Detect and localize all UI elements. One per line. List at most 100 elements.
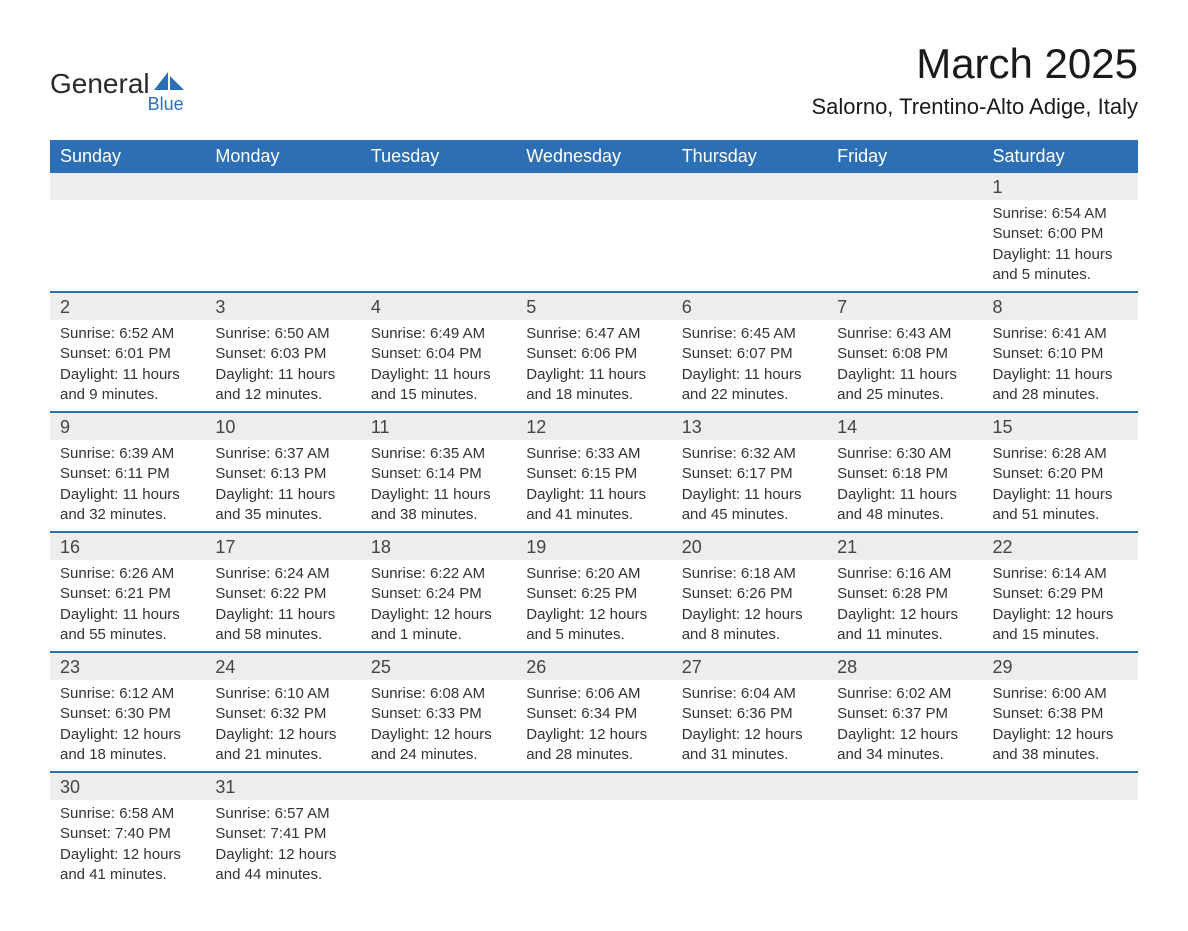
day-content: Sunrise: 6:24 AMSunset: 6:22 PMDaylight:… <box>205 560 360 651</box>
day-content: Sunrise: 6:22 AMSunset: 6:24 PMDaylight:… <box>361 560 516 651</box>
day-number: 13 <box>672 413 827 440</box>
calendar-table: SundayMondayTuesdayWednesdayThursdayFrid… <box>50 140 1138 891</box>
sunset-text: Sunset: 6:29 PM <box>993 584 1128 604</box>
sunrise-text: Sunrise: 6:00 AM <box>993 684 1128 704</box>
daylight-text: Daylight: 11 hours and 35 minutes. <box>215 485 350 526</box>
day-number: 3 <box>205 293 360 320</box>
day-number: 2 <box>50 293 205 320</box>
sunrise-text: Sunrise: 6:52 AM <box>60 324 195 344</box>
sunrise-text: Sunrise: 6:43 AM <box>837 324 972 344</box>
day-content <box>983 800 1138 880</box>
sunset-text: Sunset: 6:21 PM <box>60 584 195 604</box>
sunset-text: Sunset: 6:36 PM <box>682 704 817 724</box>
sunrise-text: Sunrise: 6:12 AM <box>60 684 195 704</box>
sunset-text: Sunset: 6:24 PM <box>371 584 506 604</box>
calendar-cell <box>361 772 516 891</box>
day-content: Sunrise: 6:45 AMSunset: 6:07 PMDaylight:… <box>672 320 827 411</box>
daylight-text: Daylight: 12 hours and 28 minutes. <box>526 725 661 766</box>
daylight-text: Daylight: 11 hours and 28 minutes. <box>993 365 1128 406</box>
day-number: 20 <box>672 533 827 560</box>
day-number: 31 <box>205 773 360 800</box>
sunset-text: Sunset: 6:38 PM <box>993 704 1128 724</box>
sunset-text: Sunset: 6:34 PM <box>526 704 661 724</box>
sunset-text: Sunset: 6:17 PM <box>682 464 817 484</box>
calendar-cell <box>205 173 360 292</box>
day-header: Saturday <box>983 140 1138 173</box>
calendar-cell: 10Sunrise: 6:37 AMSunset: 6:13 PMDayligh… <box>205 412 360 532</box>
sunset-text: Sunset: 6:18 PM <box>837 464 972 484</box>
sunset-text: Sunset: 6:10 PM <box>993 344 1128 364</box>
day-number: 15 <box>983 413 1138 440</box>
daylight-text: Daylight: 11 hours and 38 minutes. <box>371 485 506 526</box>
calendar-week-row: 2 Sunrise: 6:52 AMSunset: 6:01 PM Daylight… <box>50 292 1138 412</box>
calendar-week-row: 9Sunrise: 6:39 AMSunset: 6:11 PMDaylight… <box>50 412 1138 532</box>
day-content: Sunrise: 6:20 AMSunset: 6:25 PMDaylight:… <box>516 560 671 651</box>
day-header: Sunday <box>50 140 205 173</box>
month-title: March 2025 <box>811 40 1138 88</box>
day-header: Friday <box>827 140 982 173</box>
title-block: March 2025 Salorno, Trentino-Alto Adige,… <box>811 40 1138 120</box>
daylight-text: Daylight: 11 hours and 32 minutes. <box>60 485 195 526</box>
calendar-cell: 24Sunrise: 6:10 AMSunset: 6:32 PMDayligh… <box>205 652 360 772</box>
day-content: Sunrise: 6:26 AMSunset: 6:21 PMDaylight:… <box>50 560 205 651</box>
day-content: Sunrise: 6:33 AMSunset: 6:15 PMDaylight:… <box>516 440 671 531</box>
day-number: 5 <box>516 293 671 320</box>
day-content: Sunrise: 6:14 AMSunset: 6:29 PMDaylight:… <box>983 560 1138 651</box>
calendar-cell: 13Sunrise: 6:32 AMSunset: 6:17 PMDayligh… <box>672 412 827 532</box>
logo: General <box>50 40 184 98</box>
calendar-cell: 4Sunrise: 6:49 AMSunset: 6:04 PMDaylight… <box>361 292 516 412</box>
day-number: 10 <box>205 413 360 440</box>
daylight-text: Daylight: 12 hours and 18 minutes. <box>60 725 195 766</box>
day-number: 27 <box>672 653 827 680</box>
daylight-text: Daylight: 12 hours and 15 minutes. <box>993 605 1128 646</box>
sunrise-text: Sunrise: 6:33 AM <box>526 444 661 464</box>
day-content: Sunrise: 6:08 AMSunset: 6:33 PMDaylight:… <box>361 680 516 771</box>
daylight-text: Daylight: 11 hours and 25 minutes. <box>837 365 972 406</box>
sunrise-text: Sunrise: 6:58 AM <box>60 804 195 824</box>
calendar-cell: 23Sunrise: 6:12 AMSunset: 6:30 PMDayligh… <box>50 652 205 772</box>
sunrise-text: Sunrise: 6:26 AM <box>60 564 195 584</box>
sunset-text: Sunset: 6:30 PM <box>60 704 195 724</box>
day-content: Sunrise: 6:49 AMSunset: 6:04 PMDaylight:… <box>361 320 516 411</box>
day-content: Sunrise: 6:43 AMSunset: 6:08 PMDaylight:… <box>827 320 982 411</box>
sunset-text: Sunset: 6:11 PM <box>60 464 195 484</box>
calendar-cell <box>827 173 982 292</box>
day-number: 21 <box>827 533 982 560</box>
calendar-cell: 28Sunrise: 6:02 AMSunset: 6:37 PMDayligh… <box>827 652 982 772</box>
calendar-cell <box>672 772 827 891</box>
calendar-cell: 8 Sunrise: 6:41 AMSunset: 6:10 PMDaylight… <box>983 292 1138 412</box>
sunrise-text: Sunrise: 6:20 AM <box>526 564 661 584</box>
calendar-cell: 18Sunrise: 6:22 AMSunset: 6:24 PMDayligh… <box>361 532 516 652</box>
calendar-cell: 29Sunrise: 6:00 AMSunset: 6:38 PMDayligh… <box>983 652 1138 772</box>
calendar-cell: 19Sunrise: 6:20 AMSunset: 6:25 PMDayligh… <box>516 532 671 652</box>
day-content: Sunrise: 6:37 AMSunset: 6:13 PMDaylight:… <box>205 440 360 531</box>
sunset-text: Sunset: 6:33 PM <box>371 704 506 724</box>
daylight-text: Daylight: 12 hours and 24 minutes. <box>371 725 506 766</box>
sunset-text: Sunset: 6:04 PM <box>371 344 506 364</box>
sunrise-text: Sunrise: 6:45 AM <box>682 324 817 344</box>
day-number: 9 <box>50 413 205 440</box>
day-content <box>361 200 516 280</box>
calendar-cell: 1Sunrise: 6:54 AMSunset: 6:00 PMDaylight… <box>983 173 1138 292</box>
sunset-text: Sunset: 6:20 PM <box>993 464 1128 484</box>
sunrise-text: Sunrise: 6:41 AM <box>993 324 1128 344</box>
calendar-cell: 20Sunrise: 6:18 AMSunset: 6:26 PMDayligh… <box>672 532 827 652</box>
day-number: 8 <box>983 293 1138 320</box>
sunrise-text: Sunrise: 6:24 AM <box>215 564 350 584</box>
day-content <box>361 800 516 880</box>
sunrise-text: Sunrise: 6:08 AM <box>371 684 506 704</box>
calendar-cell: 7Sunrise: 6:43 AMSunset: 6:08 PMDaylight… <box>827 292 982 412</box>
calendar-week-row: 30Sunrise: 6:58 AMSunset: 7:40 PMDayligh… <box>50 772 1138 891</box>
sunset-text: Sunset: 6:01 PM <box>60 344 195 364</box>
daylight-text: Daylight: 12 hours and 21 minutes. <box>215 725 350 766</box>
daylight-text: Daylight: 11 hours and 15 minutes. <box>371 365 506 406</box>
day-number <box>672 173 827 200</box>
day-header: Wednesday <box>516 140 671 173</box>
calendar-cell <box>361 173 516 292</box>
sunset-text: Sunset: 6:25 PM <box>526 584 661 604</box>
day-number: 19 <box>516 533 671 560</box>
day-content: Sunrise: 6:30 AMSunset: 6:18 PMDaylight:… <box>827 440 982 531</box>
day-number <box>205 173 360 200</box>
daylight-text: Daylight: 11 hours and 51 minutes. <box>993 485 1128 526</box>
daylight-text: Daylight: 12 hours and 34 minutes. <box>837 725 972 766</box>
